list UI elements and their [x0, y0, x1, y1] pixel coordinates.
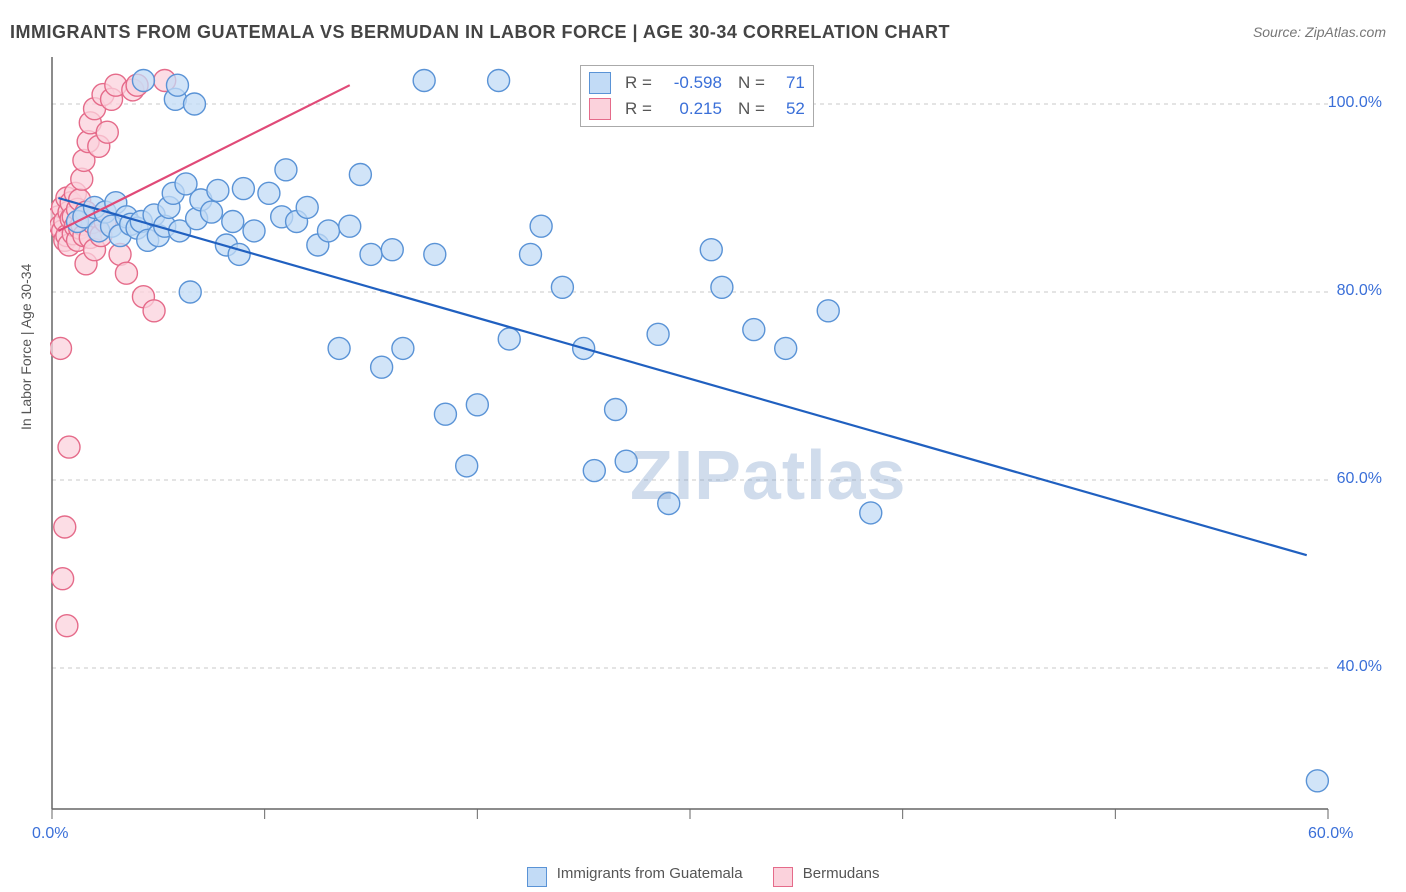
- x-tick-label: 0.0%: [32, 825, 68, 843]
- y-axis-label: In Labor Force | Age 30-34: [18, 264, 34, 430]
- y-tick-label: 80.0%: [1337, 282, 1382, 300]
- y-tick-label: 100.0%: [1328, 94, 1382, 112]
- legend-swatch-bermudans: [773, 867, 793, 887]
- y-tick-label: 40.0%: [1337, 658, 1382, 676]
- legend-label-guatemala: Immigrants from Guatemala: [557, 865, 743, 882]
- legend-item-guatemala: Immigrants from Guatemala: [527, 864, 743, 884]
- legend-bottom: Immigrants from Guatemala Bermudans: [0, 864, 1406, 884]
- legend-item-bermudans: Bermudans: [773, 864, 880, 884]
- legend-label-bermudans: Bermudans: [803, 865, 880, 882]
- source-attribution: Source: ZipAtlas.com: [1253, 24, 1386, 40]
- correlation-stat-box: R =-0.598N =71R =0.215N =52: [580, 65, 814, 127]
- x-tick-label: 60.0%: [1308, 825, 1353, 843]
- y-tick-label: 60.0%: [1337, 470, 1382, 488]
- chart-title: IMMIGRANTS FROM GUATEMALA VS BERMUDAN IN…: [10, 22, 950, 43]
- legend-swatch-guatemala: [527, 867, 547, 887]
- chart-svg: [50, 55, 1386, 825]
- chart-plot-area: ZIPatlas R =-0.598N =71R =0.215N =52 40.…: [50, 55, 1386, 825]
